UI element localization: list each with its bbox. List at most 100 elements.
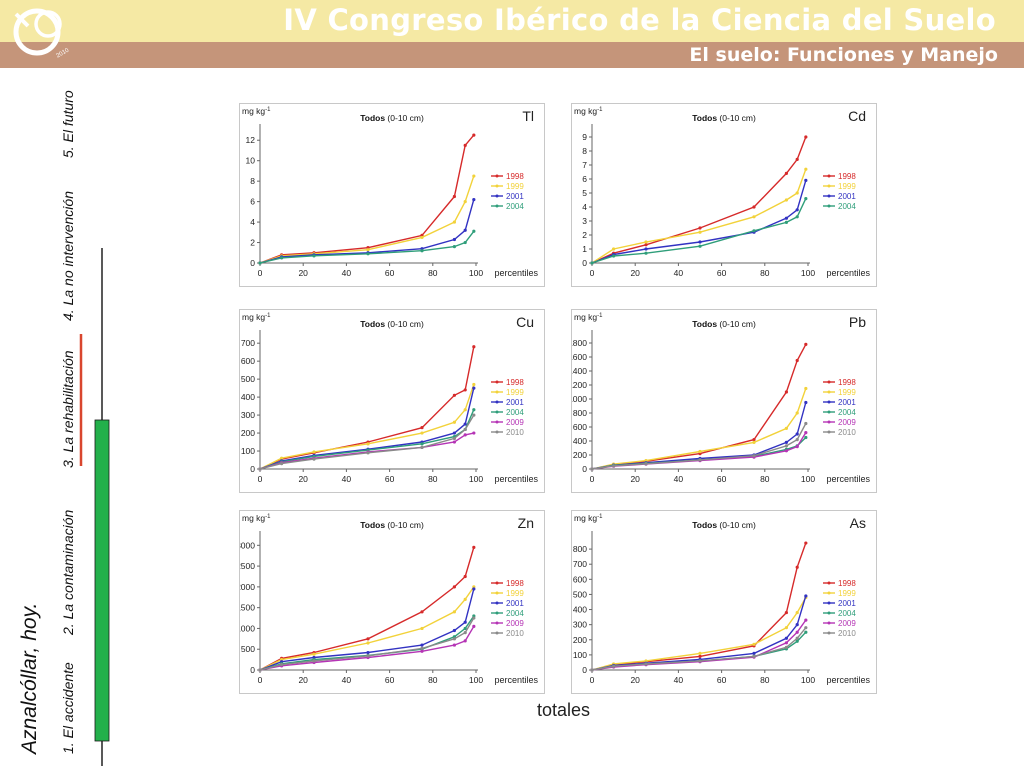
x-tick-label-as-1: 20 — [630, 675, 640, 685]
y-tick-label-zn-4: 2000 — [240, 582, 255, 592]
data-point-cd-2004-7 — [804, 197, 808, 201]
x-axis-label-tl: percentiles — [494, 268, 538, 278]
data-point-tl-1999-3 — [366, 248, 370, 252]
data-point-cu-2010-2 — [312, 457, 316, 461]
data-point-pb-2009-6 — [795, 445, 799, 449]
data-point-tl-1999-4 — [420, 235, 424, 240]
legend-marker-pb-1999 — [827, 390, 831, 394]
sidebar-item-accidente[interactable]: 1. El accidente — [60, 662, 76, 754]
x-tick-label-zn-3: 60 — [385, 675, 395, 685]
legend-marker-cd-2001 — [827, 194, 831, 198]
y-tick-label-as-7: 700 — [573, 559, 587, 569]
data-point-as-1999-3 — [698, 651, 702, 655]
data-point-as-2010-6 — [795, 636, 799, 640]
series-line-cu-1999 — [259, 384, 475, 470]
chart-svg-tl: 0 2 4 6 8 10 12 0 20 40 60 80 100 mg kg-1 Todos (0-10 … — [242, 106, 538, 278]
data-point-cd-2001-5 — [784, 216, 788, 220]
data-point-zn-2010-6 — [463, 630, 467, 635]
data-point-tl-2001-6 — [463, 228, 467, 232]
sidebar-item-no-intervencion[interactable]: 4. La no intervención — [60, 191, 76, 321]
data-point-cd-1998-7 — [804, 135, 808, 139]
x-tick-label-pb-1: 20 — [630, 474, 640, 484]
legend-marker-cd-1998 — [827, 174, 831, 178]
legend-marker-cu-2010 — [495, 430, 499, 434]
legend-label-cd-1998: 1998 — [838, 172, 856, 181]
data-point-cu-2004-4 — [420, 442, 424, 446]
data-point-as-2010-0 — [590, 668, 594, 672]
element-label-cd: Cd — [848, 108, 866, 124]
legend-label-as-2001: 2001 — [838, 599, 856, 608]
y-tick-label-tl-6: 12 — [246, 135, 256, 145]
x-tick-label-as-4: 80 — [760, 675, 770, 685]
data-point-cu-1999-7 — [472, 382, 476, 387]
data-point-cu-1998-7 — [472, 345, 476, 349]
x-tick-label-cu-2: 40 — [342, 474, 352, 484]
data-point-tl-2004-5 — [452, 245, 456, 249]
data-point-pb-1999-5 — [784, 426, 788, 430]
data-point-cd-2004-3 — [698, 244, 702, 248]
data-point-cu-2010-4 — [420, 445, 424, 450]
data-point-as-1999-2 — [644, 659, 648, 663]
legend-label-as-2009: 2009 — [838, 619, 856, 628]
data-point-zn-2009-5 — [452, 643, 456, 647]
y-tick-label-tl-1: 2 — [250, 238, 255, 248]
data-point-cd-2004-4 — [752, 229, 756, 233]
data-point-tl-2004-7 — [472, 229, 476, 233]
y-tick-label-zn-3: 1500 — [240, 603, 255, 613]
x-axis-label-zn: percentiles — [494, 675, 538, 685]
y-tick-label-cd-8: 8 — [582, 146, 587, 156]
data-point-zn-1999-5 — [452, 610, 456, 614]
header-banner-top — [0, 0, 1024, 42]
chart-title-cd: Todos (0-10 cm) — [692, 113, 756, 123]
data-point-as-1998-6 — [795, 565, 799, 569]
y-tick-label-tl-5: 10 — [246, 156, 256, 166]
sidebar-item-futuro[interactable]: 5. El futuro — [60, 90, 76, 158]
sidebar: Aznalcóllar, hoy. 1. El accidente 2. La … — [18, 90, 110, 766]
series-line-as-2001 — [591, 595, 807, 671]
data-point-zn-1999-3 — [366, 641, 370, 645]
data-point-cu-2001-5 — [452, 431, 456, 435]
data-point-cu-2009-7 — [472, 431, 476, 435]
data-point-cd-1998-3 — [698, 226, 702, 230]
figure-caption: totales — [537, 700, 591, 720]
data-point-as-1999-4 — [752, 642, 756, 646]
legend-marker-cu-1999 — [495, 390, 499, 394]
y-tick-label-cd-2: 2 — [582, 230, 587, 240]
y-tick-label-zn-0: 0 — [250, 665, 255, 675]
data-point-zn-2001-6 — [463, 620, 467, 624]
series-line-cu-2001 — [259, 387, 475, 470]
data-point-pb-2010-3 — [698, 458, 702, 462]
legend-marker-zn-1999 — [495, 591, 499, 595]
y-tick-label-pb-4: 800 — [573, 408, 587, 418]
legend-marker-pb-1998 — [827, 380, 831, 384]
data-point-zn-1998-6 — [463, 574, 467, 579]
x-tick-label-as-3: 60 — [717, 675, 727, 685]
series-line-cd-1999 — [591, 168, 807, 264]
data-point-as-2004-6 — [795, 639, 799, 643]
data-point-as-1998-7 — [804, 541, 808, 545]
y-tick-label-cd-5: 5 — [582, 188, 587, 198]
data-point-pb-2001-5 — [784, 440, 788, 444]
data-point-zn-2004-6 — [463, 626, 467, 631]
x-tick-label-tl-1: 20 — [298, 268, 308, 278]
data-point-pb-2009-5 — [784, 449, 788, 453]
data-point-cd-1999-3 — [698, 230, 702, 234]
legend-marker-zn-2004 — [495, 611, 499, 615]
data-point-pb-1998-4 — [752, 438, 756, 442]
y-tick-label-pb-0: 0 — [582, 464, 587, 474]
data-point-cd-2004-5 — [784, 220, 788, 224]
sidebar-item-rehabilitacion[interactable]: 3. La rehabilitación — [60, 350, 76, 468]
data-point-cd-1998-6 — [795, 157, 799, 161]
sidebar-item-contaminacion[interactable]: 2. La contaminación — [60, 509, 76, 636]
chart-panel-zn: 0 500 1000 1500 2000 2500 3000 0 20 40 60 80 100 mg k… — [239, 510, 545, 694]
data-point-pb-2010-5 — [784, 444, 788, 448]
x-tick-label-cd-1: 20 — [630, 268, 640, 278]
data-point-zn-2010-3 — [366, 654, 370, 658]
legend-marker-cd-1999 — [827, 184, 831, 188]
data-point-zn-2001-5 — [452, 628, 456, 633]
y-tick-label-pb-7: 1400 — [572, 366, 587, 376]
series-line-as-1999 — [591, 597, 807, 671]
data-point-cd-2004-2 — [644, 251, 648, 255]
